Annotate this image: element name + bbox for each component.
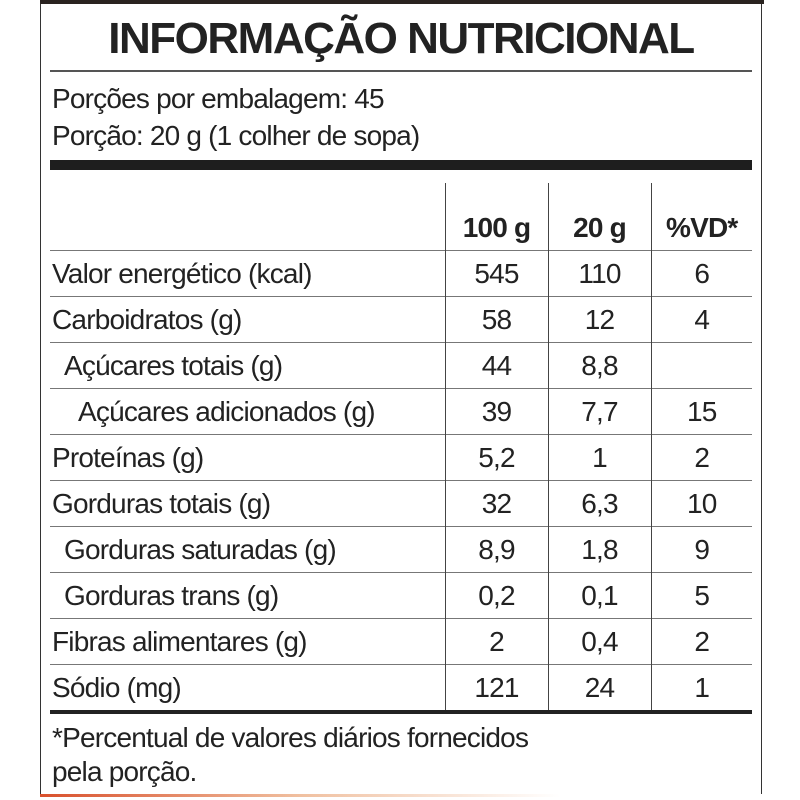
nutrient-name: Gorduras saturadas (g) — [50, 526, 445, 573]
nutrient-name: Proteínas (g) — [50, 434, 445, 481]
value-per-serving: 12 — [547, 296, 651, 343]
servings-per-package: Porções por embalagem: 45 — [52, 83, 385, 114]
value-per-100g: 2 — [444, 618, 548, 665]
title-divider — [50, 70, 752, 72]
nutrient-name: Fibras alimentares (g) — [50, 618, 445, 665]
bottom-border — [40, 794, 560, 797]
nutrition-label-frame — [40, 4, 762, 794]
value-per-100g: 39 — [444, 388, 548, 435]
value-per-serving: 1,8 — [547, 526, 651, 573]
value-per-100g: 0,2 — [444, 572, 548, 619]
footnote-line-2: pela porção. — [52, 756, 197, 787]
table-row: Carboidratos (g) 58 12 4 — [50, 296, 752, 343]
footnote-line-1: *Percentual de valores diários fornecido… — [52, 722, 529, 753]
daily-value-percent: 4 — [650, 296, 752, 343]
value-per-serving: 1 — [547, 434, 651, 481]
value-per-serving: 0,4 — [547, 618, 651, 665]
thick-divider — [50, 160, 752, 170]
value-per-100g: 32 — [444, 480, 548, 527]
header-empty — [50, 183, 445, 251]
table-row: Gorduras trans (g) 0,2 0,1 5 — [50, 572, 752, 619]
nutrient-name: Sódio (mg) — [50, 664, 445, 714]
value-per-100g: 44 — [444, 342, 548, 389]
nutrient-name: Açúcares totais (g) — [50, 342, 445, 389]
daily-value-percent: 10 — [650, 480, 752, 527]
table-row: Gorduras saturadas (g) 8,9 1,8 9 — [50, 526, 752, 573]
daily-value-percent: 2 — [650, 618, 752, 665]
nutrient-name: Gorduras trans (g) — [50, 572, 445, 619]
value-per-serving: 6,3 — [547, 480, 651, 527]
table-header-row: 100 g 20 g %VD* — [50, 183, 752, 251]
table-row: Sódio (mg) 121 24 1 — [50, 664, 752, 714]
value-per-100g: 5,2 — [444, 434, 548, 481]
header-20g: 20 g — [547, 183, 651, 251]
daily-value-percent: 1 — [650, 664, 752, 714]
value-per-serving: 0,1 — [547, 572, 651, 619]
nutrient-name: Valor energético (kcal) — [50, 250, 445, 297]
value-per-100g: 8,9 — [444, 526, 548, 573]
value-per-100g: 545 — [444, 250, 548, 297]
value-per-serving: 7,7 — [547, 388, 651, 435]
daily-value-percent: 2 — [650, 434, 752, 481]
serving-size: Porção: 20 g (1 colher de sopa) — [52, 120, 420, 151]
daily-value-percent — [650, 342, 752, 389]
table-row: Proteínas (g) 5,2 1 2 — [50, 434, 752, 481]
value-per-serving: 24 — [547, 664, 651, 714]
table-row: Gorduras totais (g) 32 6,3 10 — [50, 480, 752, 527]
value-per-100g: 58 — [444, 296, 548, 343]
value-per-serving: 8,8 — [547, 342, 651, 389]
nutrient-name: Gorduras totais (g) — [50, 480, 445, 527]
value-per-serving: 110 — [547, 250, 651, 297]
table-row: Valor energético (kcal) 545 110 6 — [50, 250, 752, 297]
table-row: Açúcares adicionados (g) 39 7,7 15 — [50, 388, 752, 435]
table-row: Fibras alimentares (g) 2 0,4 2 — [50, 618, 752, 665]
top-border — [40, 0, 764, 4]
daily-value-percent: 9 — [650, 526, 752, 573]
header-vd: %VD* — [650, 183, 752, 251]
label-title: INFORMAÇÃO NUTRICIONAL — [108, 14, 695, 63]
nutrient-name: Açúcares adicionados (g) — [50, 388, 445, 435]
value-per-100g: 121 — [444, 664, 548, 714]
table-row: Açúcares totais (g) 44 8,8 — [50, 342, 752, 389]
nutrition-table: 100 g 20 g %VD* Valor energético (kcal) 5… — [50, 183, 752, 714]
nutrient-name: Carboidratos (g) — [50, 296, 445, 343]
daily-value-percent: 15 — [650, 388, 752, 435]
daily-value-percent: 6 — [650, 250, 752, 297]
daily-value-percent: 5 — [650, 572, 752, 619]
header-100g: 100 g — [444, 183, 548, 251]
